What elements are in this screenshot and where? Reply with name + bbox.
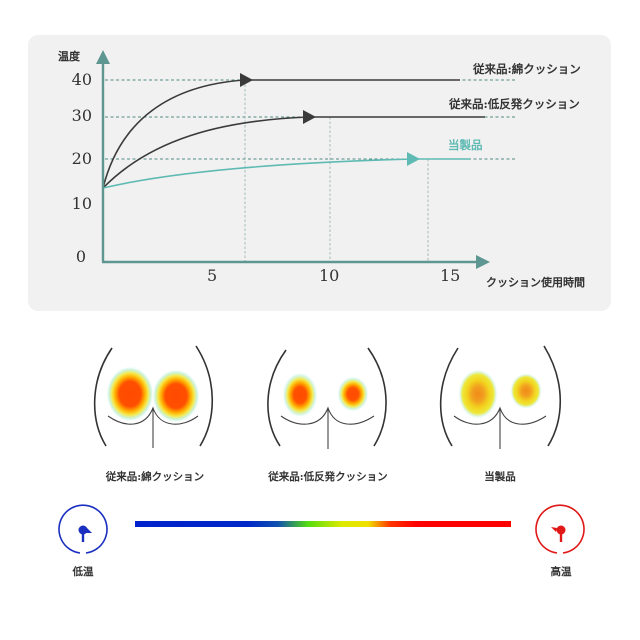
- x-tick-15: 15: [440, 266, 461, 285]
- x-axis-title: クッション使用時間: [486, 276, 585, 289]
- heatmap-product: [439, 345, 562, 449]
- low-temperature-icon: [58, 504, 108, 554]
- legend-high-label: 高温: [550, 566, 572, 578]
- series-low-rebound-line: [102, 116, 485, 189]
- series-cotton-arrow: [240, 73, 253, 87]
- series-label-product: 当製品: [448, 138, 483, 152]
- temperature-scale-bar: [135, 521, 511, 527]
- heatmap-caption-product: 当製品: [484, 471, 516, 483]
- x-axis-arrow-icon: [476, 255, 490, 269]
- heatmap-caption-cotton: 従来品:綿クッション: [105, 471, 205, 483]
- series-product-arrow: [407, 152, 420, 166]
- heatmap-low-rebound: [267, 347, 387, 449]
- y-axis-arrow-icon: [96, 50, 110, 64]
- y-axis-title: 温度: [58, 50, 80, 63]
- legend-low-label: 低温: [72, 566, 94, 578]
- heatmap-cotton: [93, 345, 214, 448]
- y-tick-30: 30: [71, 106, 92, 125]
- chart-panel: [28, 35, 611, 311]
- axes: [101, 60, 478, 264]
- series-low-rebound-arrow: [303, 110, 316, 124]
- series-cotton-line: [102, 79, 460, 189]
- y-tick-20: 20: [71, 149, 92, 168]
- series-product-line: [102, 158, 470, 189]
- high-temperature-icon: [535, 504, 585, 554]
- y-tick-0: 0: [75, 247, 86, 266]
- y-tick-40: 40: [71, 70, 92, 89]
- series-label-cotton: 従来品:綿クッション: [473, 62, 581, 76]
- heatmap-caption-low-rebound: 従来品:低反発クッション: [268, 471, 388, 483]
- x-tick-10: 10: [319, 266, 340, 285]
- x-tick-5: 5: [207, 266, 218, 285]
- y-tick-10: 10: [71, 194, 92, 213]
- vertical-reference-lines: [244, 80, 429, 262]
- series-label-low-rebound: 従来品:低反発クッション: [449, 97, 580, 111]
